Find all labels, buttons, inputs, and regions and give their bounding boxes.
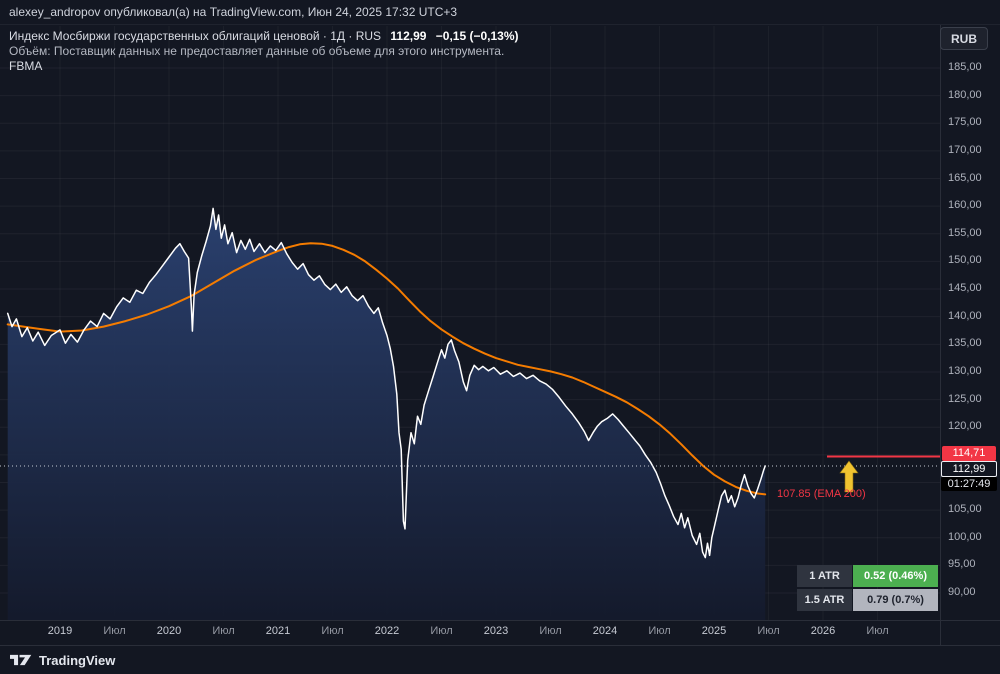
- time-axis-label: 2023: [483, 625, 509, 637]
- time-axis-label: 2026: [810, 625, 836, 637]
- last-price-badge: 112,99: [941, 461, 997, 477]
- ema-value-label: 107.85 (EMA 200): [777, 488, 866, 500]
- time-axis-label: 2020: [156, 625, 182, 637]
- tradingview-wordmark: TradingView: [39, 652, 116, 668]
- volume-note: Объём: Поставщик данных не предоставляет…: [9, 44, 505, 58]
- tradingview-logo-link[interactable]: TradingView: [10, 653, 115, 668]
- atr-row-2: 1.5 ATR 0.79 (0.7%): [797, 589, 938, 611]
- atr-value: 0.52 (0.46%): [853, 565, 938, 587]
- price-axis-label: 185,00: [948, 61, 982, 73]
- price-axis-label: 150,00: [948, 254, 982, 267]
- time-axis-label: Июл: [648, 625, 671, 637]
- atr-period-label: 1.5 ATR: [797, 589, 852, 611]
- time-axis-label: 2024: [592, 625, 618, 637]
- price-axis-label: 120,00: [948, 420, 982, 433]
- chart-overlays: [0, 455, 940, 493]
- chart-legend: Индекс Мосбиржи государственных облигаци…: [9, 29, 519, 74]
- atr-value: 0.79 (0.7%): [853, 589, 938, 611]
- up-arrow-marker: [839, 460, 859, 493]
- time-axis-label: 2022: [374, 625, 400, 637]
- time-axis-label: Июл: [321, 625, 344, 637]
- currency-button[interactable]: RUB: [940, 27, 988, 50]
- time-axis-label: Июл: [866, 625, 889, 637]
- indicator-label: FBMA: [9, 59, 43, 73]
- atr-table: 1 ATR 0.52 (0.46%) 1.5 ATR 0.79 (0.7%): [797, 565, 938, 613]
- price-axis-label: 175,00: [948, 116, 982, 129]
- price-axis[interactable]: 185,00 180,00 175,00 170,00 165,00 160,00 155,…: [946, 0, 1000, 620]
- footer-divider: [0, 645, 1000, 646]
- publish-info-bar: alexey_andropov опубликовал(а) на Tradin…: [0, 0, 1000, 25]
- price-axis-label: 135,00: [948, 337, 982, 350]
- price-area: [7, 208, 766, 620]
- price-axis-label: 95,00: [948, 558, 976, 571]
- time-axis-label: 2021: [265, 625, 291, 637]
- bar-countdown: 01:27:49: [941, 477, 997, 491]
- price-axis-label: 100,00: [948, 530, 982, 543]
- price-line: [6, 207, 766, 559]
- time-axis-label: Июл: [212, 625, 235, 637]
- price-axis-label: 90,00: [948, 586, 976, 598]
- time-axis-label: Июл: [103, 625, 126, 637]
- ema-line: [6, 242, 767, 496]
- time-axis-label: Июл: [539, 625, 562, 637]
- price-axis-label: 180,00: [948, 88, 982, 101]
- price-axis-label: 140,00: [948, 309, 982, 322]
- price-axis-label: 125,00: [948, 392, 982, 405]
- price-axis-label: 130,00: [948, 364, 982, 377]
- price-axis-label: 165,00: [948, 171, 982, 184]
- chart-series: [6, 207, 767, 620]
- symbol-title: Индекс Мосбиржи государственных облигаци…: [9, 29, 382, 43]
- last-price: 112,99: [390, 29, 427, 43]
- alert-price-badge: 114,71: [942, 446, 996, 461]
- publisher-text: alexey_andropov опубликовал(а) на Tradin…: [9, 5, 458, 19]
- time-axis-border: [0, 620, 1000, 621]
- time-axis-label: 2025: [701, 625, 727, 637]
- atr-period-label: 1 ATR: [797, 565, 852, 587]
- price-axis-label: 145,00: [948, 282, 982, 295]
- price-axis-label: 105,00: [948, 503, 982, 516]
- time-axis[interactable]: 2019 Июл 2020 Июл 2021 Июл 2022 Июл 2023 Июл 2024 И…: [0, 622, 940, 644]
- atr-row-1: 1 ATR 0.52 (0.46%): [797, 565, 938, 587]
- price-axis-label: 170,00: [948, 143, 982, 156]
- price-axis-label: 155,00: [948, 226, 982, 239]
- time-axis-label: Июл: [430, 625, 453, 637]
- time-axis-label: Июл: [757, 625, 780, 637]
- price-change: −0,15 (−0,13%): [435, 29, 519, 43]
- price-axis-label: 160,00: [948, 199, 982, 212]
- price-axis-border: [940, 25, 941, 645]
- footer-bar: TradingView: [0, 646, 1000, 674]
- tradingview-logo-icon: [10, 654, 32, 666]
- time-axis-label: 2019: [47, 625, 73, 637]
